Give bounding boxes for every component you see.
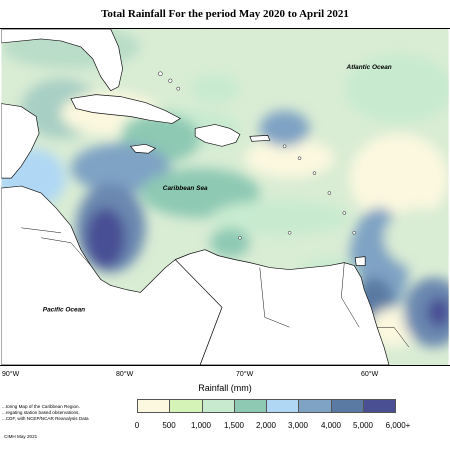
legend-color-bar	[137, 399, 396, 413]
cuba-land	[70, 94, 181, 124]
pacific-ocean-label: Pacific Ocean	[43, 306, 85, 313]
yucatan-land	[1, 103, 40, 179]
legend-title: Rainfall (mm)	[198, 383, 252, 393]
copyright-text: CIMH May 2021	[4, 434, 38, 439]
credits-line: ...regating station based observations,	[2, 410, 80, 416]
caribbean-sea-label: Caribbean Sea	[163, 185, 208, 192]
islands	[158, 71, 356, 240]
jamaica-land	[129, 143, 157, 154]
longitude-label-60w: 60°W	[361, 371, 379, 378]
legend-tick: 1,000	[190, 421, 212, 430]
rainfall-map: Atlantic Ocean Caribbean Sea Pacific Oce…	[0, 28, 450, 366]
map-title: Total Rainfall For the period May 2020 t…	[101, 8, 349, 20]
legend-tick: 500	[162, 421, 176, 430]
trinidad-land	[354, 256, 366, 266]
credits-line: ...toring Map of the Caribbean Region.	[2, 404, 80, 409]
legend-swatch	[234, 400, 267, 412]
florida-land	[1, 29, 123, 92]
credits-text: ...toring Map of the Caribbean Region. .…	[2, 404, 120, 423]
legend-tick: 4,000	[320, 421, 342, 430]
legend-swatch	[170, 400, 203, 412]
legend-swatch	[299, 400, 332, 412]
hispaniola-land	[194, 124, 241, 147]
legend-tick: 2,000	[255, 421, 277, 430]
longitude-label-80w: 80°W	[116, 371, 134, 378]
atlantic-ocean-label: Atlantic Ocean	[346, 64, 392, 71]
legend-tick: 3,000	[287, 421, 309, 430]
legend-tick: 0	[134, 421, 140, 430]
legend-swatch	[138, 400, 171, 412]
legend-tick: 1,500	[223, 421, 245, 430]
legend-tick: 6,000+	[385, 421, 411, 430]
legend-tick: 5,000	[352, 421, 374, 430]
country-borders	[21, 227, 410, 348]
longitude-label-70w: 70°W	[236, 371, 254, 378]
credits-line: ...CDF, with NCEP/NCAR Reanalysis Data	[2, 416, 89, 422]
legend-swatch	[363, 400, 395, 412]
legend-swatch	[267, 400, 300, 412]
longitude-label-90w: 90°W	[2, 371, 20, 378]
legend-swatch	[202, 400, 235, 412]
puerto-rico-land	[249, 135, 271, 142]
legend-swatch	[331, 400, 364, 412]
landmasses	[1, 29, 390, 365]
